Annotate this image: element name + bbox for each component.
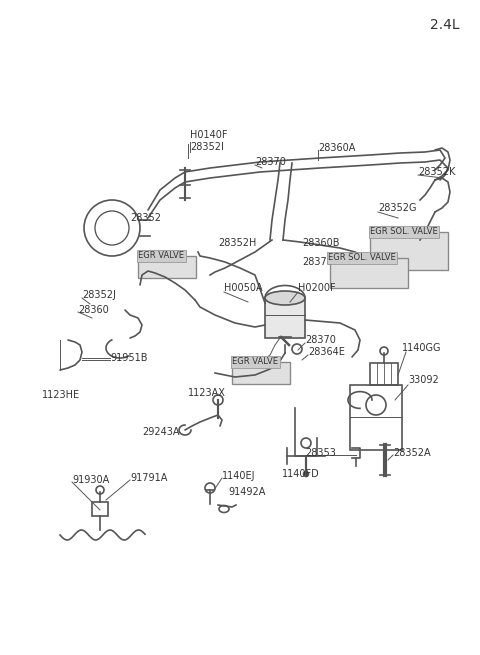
Text: 28370: 28370 — [305, 335, 336, 345]
Text: 1140GG: 1140GG — [402, 343, 442, 353]
Text: 91791A: 91791A — [130, 473, 168, 483]
Text: 28352J: 28352J — [82, 290, 116, 300]
Ellipse shape — [265, 291, 305, 305]
Text: H0200F: H0200F — [298, 283, 336, 293]
Bar — [138, 256, 196, 278]
Text: 2.4L: 2.4L — [431, 18, 460, 32]
Text: EGR SOL. VALVE: EGR SOL. VALVE — [328, 253, 396, 263]
Text: 1123AX: 1123AX — [188, 388, 226, 398]
Bar — [92, 502, 108, 516]
Bar — [232, 362, 290, 384]
Text: 29243A: 29243A — [142, 427, 180, 437]
Text: 28352: 28352 — [130, 213, 161, 223]
Text: 91930A: 91930A — [72, 475, 109, 485]
Text: EGR VALVE: EGR VALVE — [138, 252, 184, 261]
Bar — [350, 385, 402, 450]
Text: 28352G: 28352G — [378, 203, 417, 213]
Text: 1140EJ: 1140EJ — [222, 471, 255, 481]
Text: 28378: 28378 — [302, 257, 333, 267]
Text: 91492A: 91492A — [228, 487, 265, 497]
Text: 28360B: 28360B — [302, 238, 339, 248]
Text: 1123HE: 1123HE — [42, 390, 80, 400]
Text: EGR VALVE: EGR VALVE — [232, 358, 278, 367]
Text: 28370: 28370 — [255, 157, 286, 167]
Bar — [265, 298, 305, 338]
Text: 28352I: 28352I — [190, 142, 224, 152]
Text: EGR SOL. VALVE: EGR SOL. VALVE — [370, 227, 438, 236]
Text: 28364E: 28364E — [308, 347, 345, 357]
Text: 28352K: 28352K — [418, 167, 456, 177]
Text: 1140FD: 1140FD — [282, 469, 320, 479]
Circle shape — [303, 471, 309, 477]
Text: 28352H: 28352H — [218, 238, 256, 248]
Text: 28352A: 28352A — [393, 448, 431, 458]
Text: 33092: 33092 — [408, 375, 439, 385]
Text: H0050A: H0050A — [224, 283, 263, 293]
Bar — [370, 363, 398, 385]
Bar — [330, 258, 408, 288]
Text: 28353: 28353 — [305, 448, 336, 458]
Text: 91951B: 91951B — [110, 353, 147, 363]
Text: 28360A: 28360A — [318, 143, 355, 153]
Text: H0140F: H0140F — [190, 130, 228, 140]
Bar — [370, 232, 448, 270]
Text: 28360: 28360 — [78, 305, 109, 315]
